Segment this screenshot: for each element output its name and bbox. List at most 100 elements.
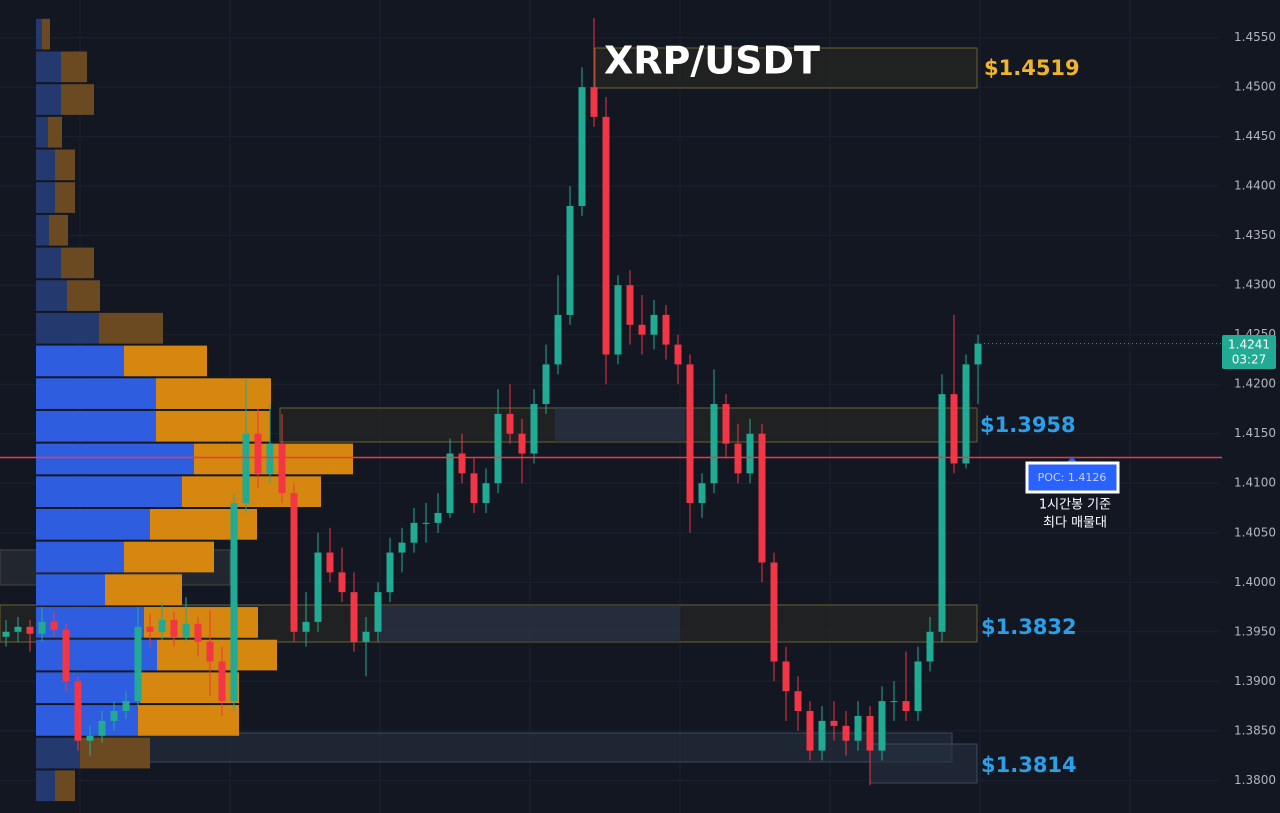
profile-sell [156,410,270,442]
candle-body [566,205,574,315]
profile-buy [36,116,48,148]
candle-body [182,623,190,637]
candle-body [830,720,838,726]
profile-buy [36,509,150,540]
profile-buy [36,214,49,246]
candle-body [734,443,742,474]
candle-body [770,562,778,662]
profile-sell [61,247,94,279]
profile-sell [61,51,87,83]
candle-body [650,314,658,335]
price-zone [594,47,978,89]
candle-body [266,443,274,474]
candle-body [590,87,598,117]
candle-body [86,735,94,741]
candle-body [914,661,922,712]
candle-body [254,433,262,474]
candle-body [62,629,70,682]
profile-buy [36,443,194,475]
candle-body [194,623,202,642]
candle-body [878,701,886,751]
candle-body [398,542,406,553]
candle-body [98,720,106,736]
candle-body [158,619,166,632]
level-label: $1.3814 [981,753,1077,777]
level-label: $1.3832 [981,615,1077,639]
profile-sell [105,574,182,606]
candle-body [554,314,562,365]
candle-body [722,404,730,444]
y-tick-label: 1.3800 [1234,773,1276,787]
candle-body [446,453,454,513]
candle-body [410,522,418,543]
poc-note: 1시간봉 기준 [1039,498,1111,513]
candle-body [146,626,154,632]
y-tick-label: 1.4150 [1234,426,1276,440]
price-zone [555,408,685,442]
candle-body [842,725,850,741]
y-tick-label: 1.4000 [1234,575,1276,589]
profile-buy [36,247,61,279]
profile-buy [36,541,124,573]
candle-body [434,512,442,523]
y-tick-label: 1.4300 [1234,278,1276,292]
candle-body [422,522,430,524]
level-label: $1.4519 [984,56,1080,80]
candle-body [542,364,550,405]
candle-body [314,552,322,622]
profile-sell [55,182,75,213]
candle-body [614,285,622,355]
candle-body [950,394,958,464]
candle-body [662,314,670,345]
profile-sell [99,312,163,344]
last-price: 1.4241 [1228,338,1270,352]
profile-buy [36,672,140,704]
profile-sell [42,18,50,50]
candle-body [818,720,826,751]
candle-body [374,592,382,632]
profile-buy [36,574,105,606]
profile-sell [138,705,239,736]
profile-buy [36,705,138,736]
candle-body [626,285,634,325]
profile-sell [55,149,75,181]
candle-body [674,344,682,365]
level-label: $1.3958 [980,413,1076,437]
profile-buy [36,149,55,181]
candle-body [38,621,46,634]
candle-body [806,711,814,751]
candle-body [26,626,34,634]
y-tick-label: 1.4450 [1234,129,1276,143]
candle-body [698,483,706,504]
candle-body [974,343,982,365]
profile-sell [182,476,321,508]
candle-body [14,626,22,632]
price-zone [869,743,978,784]
profile-sell [124,345,207,377]
candle-body [890,701,898,703]
candle-body [782,661,790,692]
candle-body [506,413,514,434]
candle-body [926,631,934,662]
profile-sell [124,541,214,573]
candle-body [494,413,502,484]
y-tick-label: 1.4050 [1234,525,1276,539]
candle-body [482,483,490,504]
candle-body [50,621,58,630]
candle-body [962,364,970,464]
y-tick-label: 1.3900 [1234,674,1276,688]
candle-body [218,661,226,702]
profile-buy [36,770,55,802]
y-tick-label: 1.4350 [1234,228,1276,242]
candle-body [326,552,334,573]
profile-buy [36,410,156,442]
candle-body [74,681,82,741]
candle-body [290,493,298,632]
candle-body [638,324,646,335]
poc-label: POC: 1.4126 [1038,471,1107,484]
candle-body [938,394,946,632]
y-tick-label: 1.4200 [1234,377,1276,391]
y-tick-label: 1.4100 [1234,476,1276,490]
profile-buy [36,84,61,115]
